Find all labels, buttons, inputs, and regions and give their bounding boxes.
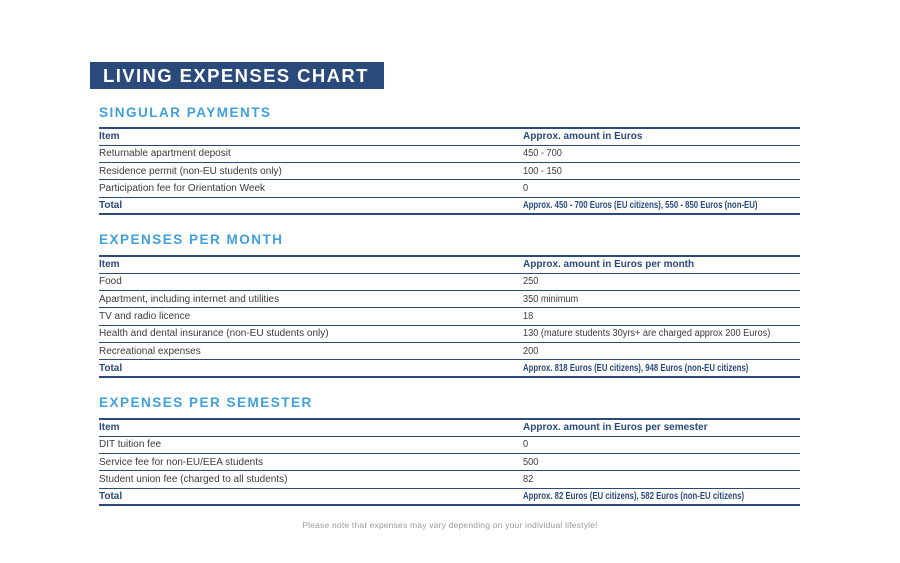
column-header-amount: Approx. amount in Euros per month [523, 259, 695, 271]
expenses-per-month-table: Item Approx. amount in Euros per month F… [99, 255, 800, 378]
table-row: Health and dental insurance (non-EU stud… [99, 325, 800, 343]
table-row: Student union fee (charged to all studen… [99, 471, 800, 489]
value-text: 350 minimum [523, 293, 579, 305]
total-value-cell: Approx. 818 Euros (EU citizens), 948 Eur… [523, 360, 800, 377]
value-cell: 250 [523, 273, 800, 290]
value-text: 100 - 150 [523, 165, 562, 177]
table-total-row: Total Approx. 818 Euros (EU citizens), 9… [99, 360, 800, 378]
total-label: Total [99, 491, 123, 503]
table-header-row: Item Approx. amount in Euros per month [99, 256, 800, 274]
total-label: Total [99, 200, 123, 212]
total-value-text: Approx. 818 Euros (EU citizens), 948 Eur… [523, 362, 749, 374]
value-cell: 100 - 150 [523, 163, 800, 180]
item-cell: Residence permit (non-EU students only) [99, 165, 282, 177]
value-text: 450 - 700 [523, 148, 562, 160]
column-header-item: Item [99, 259, 120, 271]
table-row: Apartment, including internet and utilit… [99, 291, 800, 308]
value-text: 0 [523, 183, 529, 195]
value-text: 500 [523, 456, 539, 468]
table-row: Participation fee for Orientation Week 0 [99, 180, 800, 198]
item-cell: DIT tuition fee [99, 439, 162, 451]
value-cell: 130 (mature students 30yrs+ are charged … [523, 325, 800, 342]
table-total-row: Total Approx. 450 - 700 Euros (EU citize… [99, 197, 800, 215]
value-text: 130 (mature students 30yrs+ are charged … [523, 328, 771, 340]
item-cell: Food [99, 276, 122, 288]
column-header-item: Item [99, 131, 120, 143]
item-cell: Participation fee for Orientation Week [99, 183, 266, 195]
table-row: TV and radio licence 18 [99, 308, 800, 326]
column-header-amount: Approx. amount in Euros [523, 131, 643, 143]
value-text: 250 [523, 276, 539, 288]
item-cell: Recreational expenses [99, 345, 201, 357]
value-cell: 450 - 700 [523, 145, 800, 162]
value-cell: 0 [523, 436, 800, 453]
total-value-text: Approx. 82 Euros (EU citizens), 582 Euro… [523, 491, 745, 503]
singular-payments-table: Item Approx. amount in Euros Returnable … [99, 127, 800, 215]
page-title: LIVING EXPENSES CHART [90, 62, 384, 89]
value-text: 200 [523, 345, 539, 357]
table-row: Residence permit (non-EU students only) … [99, 163, 800, 180]
table-header-row: Item Approx. amount in Euros [99, 128, 800, 146]
item-cell: Student union fee (charged to all studen… [99, 474, 288, 486]
total-value-cell: Approx. 450 - 700 Euros (EU citizens), 5… [523, 197, 800, 214]
item-cell: Apartment, including internet and utilit… [99, 293, 280, 305]
value-cell: 200 [523, 342, 800, 359]
total-value-text: Approx. 450 - 700 Euros (EU citizens), 5… [523, 200, 758, 212]
table-header-row: Item Approx. amount in Euros per semeste… [99, 419, 800, 437]
expenses-per-semester-table: Item Approx. amount in Euros per semeste… [99, 418, 800, 506]
column-header-item: Item [99, 422, 120, 434]
value-text: 18 [523, 311, 534, 323]
table-row: Recreational expenses 200 [99, 342, 800, 360]
table-row: Food 250 [99, 273, 800, 291]
section-heading-singular-payments: SINGULAR PAYMENTS [99, 105, 272, 120]
table-row: Service fee for non-EU/EEA students 500 [99, 454, 800, 471]
value-cell: 500 [523, 454, 800, 471]
value-cell: 18 [523, 308, 800, 325]
footer-note: Please note that expenses may vary depen… [302, 520, 598, 530]
item-cell: Health and dental insurance (non-EU stud… [99, 328, 329, 340]
value-cell: 0 [523, 180, 800, 197]
table-row: Returnable apartment deposit 450 - 700 [99, 145, 800, 163]
value-text: 82 [523, 474, 534, 486]
column-header-amount: Approx. amount in Euros per semester [523, 422, 708, 434]
section-heading-expenses-per-semester: EXPENSES PER SEMESTER [99, 395, 313, 410]
item-cell: TV and radio licence [99, 311, 191, 323]
total-value-cell: Approx. 82 Euros (EU citizens), 582 Euro… [523, 488, 800, 505]
item-cell: Returnable apartment deposit [99, 148, 231, 160]
item-cell: Service fee for non-EU/EEA students [99, 456, 263, 468]
total-label: Total [99, 362, 123, 374]
value-text: 0 [523, 439, 529, 451]
table-total-row: Total Approx. 82 Euros (EU citizens), 58… [99, 488, 800, 506]
section-heading-expenses-per-month: EXPENSES PER MONTH [99, 232, 284, 247]
value-cell: 82 [523, 471, 800, 488]
table-row: DIT tuition fee 0 [99, 436, 800, 454]
value-cell: 350 minimum [523, 291, 800, 308]
